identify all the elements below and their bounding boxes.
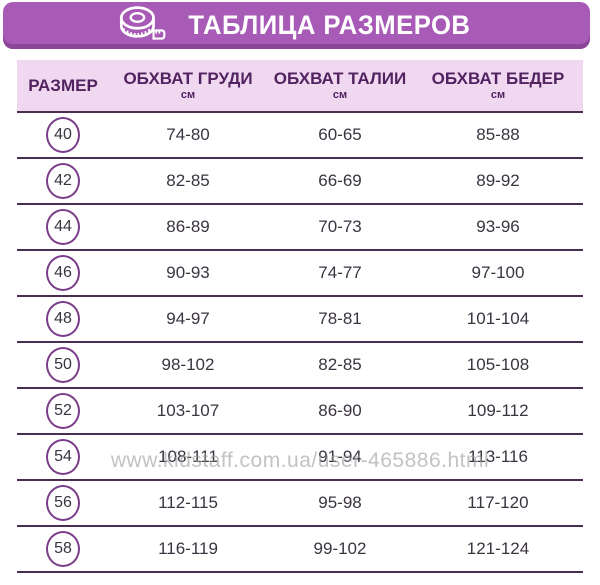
size-badge: 50 — [46, 347, 80, 383]
size-cell: 50 — [46, 347, 80, 383]
column-header-waist: ОБХВАТ ТАЛИИ см — [267, 60, 413, 111]
size-cell: 58 — [46, 531, 80, 567]
hips-value: 109-112 — [467, 401, 529, 420]
waist-value: 70-73 — [318, 217, 362, 236]
page-title: ТАБЛИЦА РАЗМЕРОВ — [188, 10, 471, 40]
table-row: 48 94-97 78-81 101-104 — [17, 297, 583, 343]
column-label: ОБХВАТ ГРУДИ — [123, 69, 253, 89]
waist-value: 86-90 — [318, 401, 362, 420]
waist-value: 74-77 — [318, 263, 362, 282]
hips-value: 97-100 — [471, 263, 525, 282]
chest-value: 82-85 — [166, 171, 210, 190]
chest-value: 74-80 — [166, 125, 210, 144]
chest-value: 94-97 — [166, 309, 210, 328]
table-row: 42 82-85 66-69 89-92 — [17, 159, 583, 205]
column-label: РАЗМЕР — [28, 75, 98, 95]
waist-value: 91-94 — [318, 447, 362, 466]
column-label: ОБХВАТ БЕДЕР — [431, 69, 565, 89]
column-unit: см — [490, 88, 506, 101]
size-badge: 40 — [46, 117, 80, 153]
size-cell: 56 — [46, 485, 80, 521]
size-badge: 56 — [46, 485, 80, 521]
column-header-hips: ОБХВАТ БЕДЕР см — [413, 60, 583, 111]
waist-value: 82-85 — [318, 355, 362, 374]
table-row: 46 90-93 74-77 97-100 — [17, 251, 583, 297]
size-cell: 52 — [46, 393, 80, 429]
column-label: ОБХВАТ ТАЛИИ — [273, 69, 407, 89]
size-cell: 46 — [46, 255, 80, 291]
column-unit: см — [332, 88, 348, 101]
table-row: 58 116-119 99-102 121-124 — [17, 527, 583, 573]
table-header: РАЗМЕР ОБХВАТ ГРУДИ см ОБХВАТ ТАЛИИ см О… — [17, 60, 583, 113]
hips-value: 113-116 — [468, 447, 528, 466]
hips-value: 105-108 — [466, 355, 530, 374]
chest-value: 103-107 — [156, 401, 220, 420]
column-header-size: РАЗМЕР — [17, 60, 109, 111]
table-row: 52 103-107 86-90 109-112 — [17, 389, 583, 435]
waist-value: 78-81 — [318, 309, 362, 328]
hips-value: 117-120 — [467, 493, 529, 512]
waist-value: 95-98 — [318, 493, 362, 512]
chest-value: 98-102 — [161, 355, 215, 374]
hips-value: 89-92 — [476, 171, 520, 190]
chest-value: 90-93 — [166, 263, 210, 282]
waist-value: 60-65 — [318, 125, 362, 144]
measuring-tape-icon — [115, 5, 167, 47]
chest-value: 108-111 — [158, 447, 218, 466]
column-unit: см — [180, 88, 196, 101]
size-cell: 40 — [46, 117, 80, 153]
size-badge: 52 — [46, 393, 80, 429]
chest-value: 86-89 — [166, 217, 210, 236]
table-row: 54 108-111 91-94 113-116 — [17, 435, 583, 481]
chest-value: 116-119 — [158, 539, 218, 558]
hips-value: 121-124 — [466, 539, 530, 558]
size-badge: 46 — [46, 255, 80, 291]
hips-value: 93-96 — [476, 217, 520, 236]
table-row: 56 112-115 95-98 117-120 — [17, 481, 583, 527]
size-badge: 42 — [46, 163, 80, 199]
size-badge: 58 — [46, 531, 80, 567]
column-header-chest: ОБХВАТ ГРУДИ см — [109, 60, 267, 111]
size-cell: 54 — [46, 439, 80, 475]
size-cell: 42 — [46, 163, 80, 199]
waist-value: 99-102 — [313, 539, 367, 558]
chest-value: 112-115 — [158, 493, 218, 512]
table-row: 44 86-89 70-73 93-96 — [17, 205, 583, 251]
size-badge: 48 — [46, 301, 80, 337]
size-cell: 48 — [46, 301, 80, 337]
table-row: 50 98-102 82-85 105-108 — [17, 343, 583, 389]
hips-value: 85-88 — [476, 125, 520, 144]
waist-value: 66-69 — [318, 171, 362, 190]
size-cell: 44 — [46, 209, 80, 245]
title-bar: ТАБЛИЦА РАЗМЕРОВ — [3, 2, 590, 49]
table-body: 40 74-80 60-65 85-88 42 82-85 66-69 89-9… — [17, 113, 583, 573]
size-badge: 54 — [46, 439, 80, 475]
hips-value: 101-104 — [466, 309, 530, 328]
table-row: 40 74-80 60-65 85-88 — [17, 113, 583, 159]
size-badge: 44 — [46, 209, 80, 245]
